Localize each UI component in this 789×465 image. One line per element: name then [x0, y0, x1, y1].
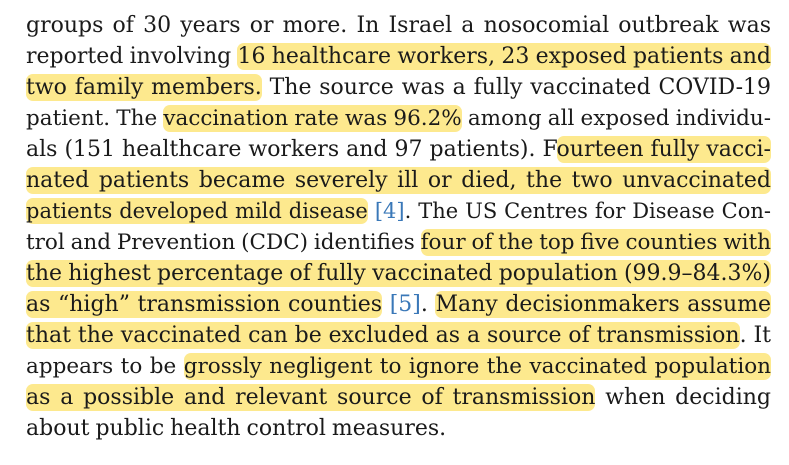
highlighted-text: nated patients became severely ill or di…: [26, 167, 771, 194]
text-run: . The US Centres for Disease Con-: [404, 199, 771, 223]
text-line: that the vaccinated can be excluded as a…: [26, 320, 771, 351]
text-run: [368, 199, 375, 223]
text-line: als (151 healthcare workers and 97 patie…: [26, 134, 771, 165]
article-text: groups of 30 years or more. In Israel a …: [26, 10, 771, 444]
text-run: reported involving: [26, 44, 238, 69]
highlighted-text: 16 healthcare workers, 23 exposed patien…: [237, 43, 771, 70]
text-line: appears to be grossly negligent to ignor…: [26, 351, 771, 382]
highlighted-text: that the vaccinated can be excluded as a…: [26, 322, 740, 349]
text-line-last: about public health control measures.: [26, 413, 771, 444]
highlighted-text: two family members.: [26, 74, 262, 101]
text-run: als (151 healthcare workers and 97 patie…: [26, 137, 557, 162]
text-line: the highest percentage of fully vaccinat…: [26, 258, 771, 289]
citation-link[interactable]: [5]: [389, 292, 421, 317]
highlighted-text: as “high” transmission counties: [26, 291, 383, 318]
text-line: patient. The vaccination rate was 96.2% …: [26, 103, 771, 134]
text-run: patient. The: [26, 106, 164, 131]
highlighted-text: Many decisionmakers assume: [435, 291, 771, 318]
text-run: [382, 292, 390, 317]
highlighted-text: patients developed mild disease: [26, 198, 368, 224]
text-line: patients developed mild disease [4]. The…: [26, 196, 771, 227]
text-run: groups of 30 years or more. In Israel a …: [26, 13, 771, 38]
text-line: groups of 30 years or more. In Israel a …: [26, 10, 771, 41]
text-line: as “high” transmission counties [5]. Man…: [26, 289, 771, 320]
text-line: trol and Prevention (CDC) identifies fou…: [26, 227, 771, 258]
text-run: The source was a fully vaccinated COVID-…: [261, 75, 772, 100]
text-line: as a possible and relevant source of tra…: [26, 382, 771, 413]
text-run: . It: [739, 323, 771, 348]
highlighted-text: the highest percentage of fully vaccinat…: [26, 260, 771, 287]
text-run: appears to be: [26, 354, 184, 379]
highlighted-text: as a possible and relevant source of tra…: [26, 384, 596, 411]
text-run: when deciding: [595, 385, 771, 410]
text-run: .: [420, 292, 436, 317]
text-run: trol and Prevention (CDC) identifies: [26, 230, 421, 255]
text-line: reported involving 16 healthcare workers…: [26, 41, 771, 72]
highlighted-text: grossly negligent to ignore the vaccinat…: [183, 353, 771, 380]
text-line: two family members. The source was a ful…: [26, 72, 771, 103]
highlighted-text: ourteen fully vacci-: [556, 136, 771, 163]
text-line: nated patients became severely ill or di…: [26, 165, 771, 196]
highlighted-text: four of the top five counties with: [420, 229, 771, 256]
text-run: about public health control measures.: [26, 416, 447, 441]
citation-link[interactable]: [4]: [374, 199, 405, 223]
text-run: among all exposed individu-: [461, 106, 771, 131]
highlighted-text: vaccination rate was 96.2%: [163, 105, 462, 132]
